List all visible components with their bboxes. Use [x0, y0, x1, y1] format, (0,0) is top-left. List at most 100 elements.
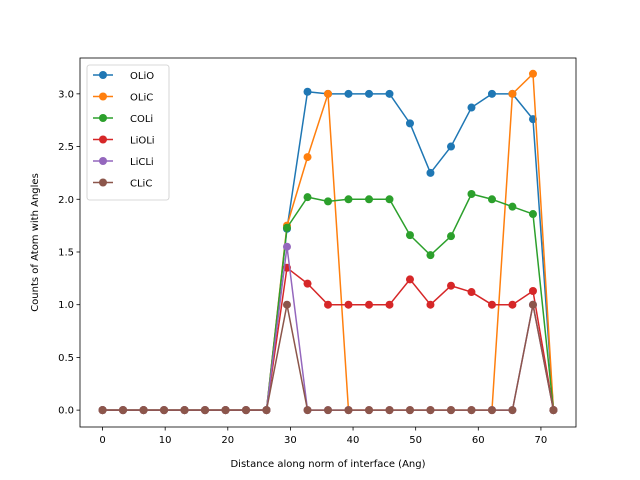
data-point	[324, 197, 332, 206]
x-axis-label: Distance along norm of interface (Ang)	[230, 459, 425, 470]
y-tick-label: 3.0	[58, 89, 74, 100]
data-point	[405, 231, 414, 240]
y-axis-ticks: 0.0 0.5 1.0 1.5 2.0 2.5 3.0	[58, 89, 80, 417]
legend-item: LiOLi	[93, 135, 155, 146]
data-point	[303, 279, 312, 288]
data-point	[508, 406, 517, 415]
legend-label: OLiC	[130, 92, 153, 103]
data-point	[365, 300, 374, 309]
data-point	[467, 190, 476, 198]
data-point	[365, 406, 374, 415]
data-point	[160, 406, 169, 415]
data-point	[467, 288, 476, 297]
data-point	[487, 89, 496, 98]
y-tick-label: 2.0	[58, 195, 74, 206]
data-point	[528, 210, 537, 219]
data-point	[426, 406, 435, 415]
data-point	[201, 406, 209, 415]
legend-label: OLiO	[130, 71, 154, 82]
y-axis-label: Counts of Atom with Angles	[30, 173, 41, 312]
x-tick-label: 20	[221, 435, 234, 446]
y-tick-label: 0.5	[58, 353, 74, 364]
data-point	[528, 300, 537, 309]
legend-label: CLiC	[130, 178, 152, 189]
data-point	[426, 300, 435, 309]
data-point	[549, 406, 558, 415]
data-point	[385, 300, 394, 309]
legend-item: CLiC	[93, 178, 152, 189]
data-point	[119, 406, 128, 415]
data-point	[426, 251, 435, 260]
x-axis-ticks: 0 10 20 30 40 50 60 70	[99, 427, 547, 446]
legend-label: LiCLi	[130, 157, 154, 168]
legend-marker	[99, 178, 107, 187]
legend-marker	[99, 135, 107, 144]
data-point	[508, 89, 517, 98]
data-point	[385, 406, 394, 415]
x-tick-label: 40	[347, 435, 360, 446]
series-clic	[98, 300, 558, 415]
x-tick-label: 60	[472, 435, 485, 446]
data-point	[282, 242, 291, 251]
data-point	[447, 406, 455, 415]
legend: OLiO OLiC COLi LiOLi LiCLi CLiC	[86, 64, 170, 201]
data-point	[487, 406, 496, 415]
data-point	[385, 195, 394, 204]
data-point	[303, 153, 312, 162]
data-point	[139, 406, 148, 415]
data-point	[467, 103, 476, 112]
data-point	[487, 300, 496, 309]
data-point	[303, 406, 312, 415]
data-point	[467, 406, 476, 415]
data-point	[447, 281, 455, 290]
data-point	[180, 406, 189, 415]
y-tick-label: 1.5	[58, 247, 74, 258]
y-tick-label: 2.5	[58, 142, 74, 153]
x-tick-label: 50	[409, 435, 422, 446]
data-point	[303, 87, 312, 96]
data-point	[508, 300, 517, 309]
data-point	[344, 195, 353, 204]
y-tick-label: 0.0	[58, 406, 74, 417]
legend-item: LiCLi	[93, 157, 154, 168]
data-point	[447, 142, 455, 151]
data-point	[508, 202, 517, 211]
x-tick-label: 30	[284, 435, 297, 446]
data-point	[344, 89, 353, 98]
data-point	[365, 195, 374, 204]
data-point	[405, 119, 414, 128]
plot-frame	[79, 57, 577, 428]
data-point	[262, 406, 271, 415]
data-point	[405, 406, 414, 415]
x-tick-label: 70	[535, 435, 548, 446]
data-point	[405, 275, 414, 284]
x-tick-label: 0	[99, 435, 105, 446]
data-point	[528, 69, 537, 78]
data-point	[282, 223, 291, 232]
data-point	[324, 89, 332, 98]
legend-marker	[99, 71, 107, 79]
legend-item: OLiC	[93, 92, 153, 103]
data-point	[365, 89, 374, 98]
data-point	[324, 406, 332, 415]
data-point	[324, 300, 332, 309]
data-point	[385, 89, 394, 98]
legend-marker	[99, 114, 107, 122]
legend-box	[86, 64, 170, 201]
data-point	[242, 406, 251, 415]
data-point	[282, 300, 291, 309]
legend-label: COLi	[130, 114, 153, 125]
data-point	[344, 406, 353, 415]
legend-marker	[99, 157, 107, 165]
legend-label: LiOLi	[130, 135, 155, 146]
legend-item: COLi	[93, 114, 153, 125]
data-point	[528, 287, 537, 295]
legend-item: OLiO	[93, 71, 154, 82]
y-tick-label: 1.0	[58, 300, 74, 311]
series-layer	[98, 69, 558, 415]
legend-marker	[99, 92, 107, 101]
data-point	[303, 193, 312, 202]
data-point	[98, 406, 107, 415]
data-point	[344, 300, 353, 309]
